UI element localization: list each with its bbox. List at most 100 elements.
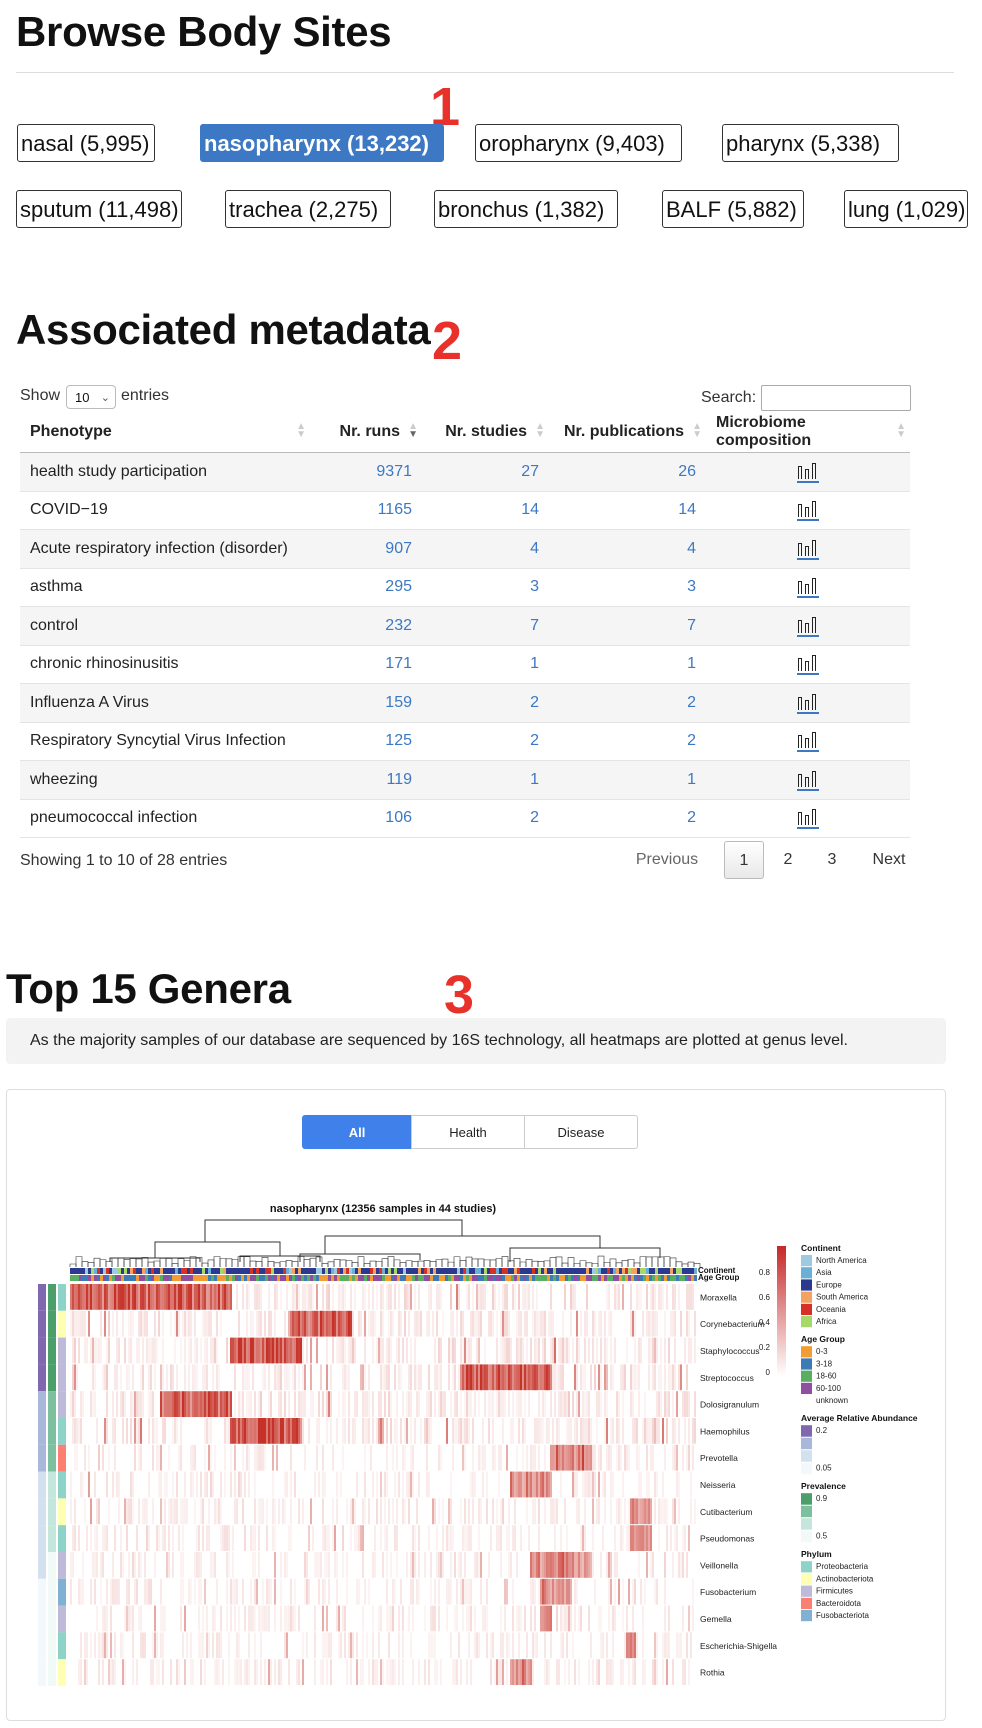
bar-chart-icon[interactable] bbox=[797, 692, 819, 714]
table-info: Showing 1 to 10 of 28 entries bbox=[20, 852, 228, 869]
table-row: health study participation 9371 27 26 bbox=[20, 452, 910, 492]
bar-chart-icon[interactable] bbox=[797, 730, 819, 753]
cell-composition bbox=[706, 568, 910, 607]
tab-all[interactable]: All bbox=[302, 1115, 412, 1149]
cell-phenotype: Acute respiratory infection (disorder) bbox=[20, 529, 310, 569]
cell-composition bbox=[706, 799, 910, 838]
site-button[interactable]: nasopharynx (13,232) bbox=[200, 124, 444, 162]
cell-publications[interactable]: 3 bbox=[549, 568, 706, 607]
cell-phenotype: control bbox=[20, 606, 310, 646]
entries-select[interactable]: 10 ⌄ bbox=[66, 385, 116, 409]
site-button[interactable]: bronchus (1,382) bbox=[434, 190, 618, 228]
cell-runs[interactable]: 9371 bbox=[310, 452, 422, 492]
cell-runs[interactable]: 907 bbox=[310, 529, 422, 569]
cell-runs[interactable]: 159 bbox=[310, 683, 422, 723]
cell-runs[interactable]: 119 bbox=[310, 760, 422, 800]
previous-button[interactable]: Previous bbox=[635, 851, 699, 868]
cell-studies[interactable]: 7 bbox=[422, 606, 549, 646]
bar-chart-icon[interactable] bbox=[797, 653, 819, 676]
col-runs[interactable]: Nr. runs ▲ ▼ bbox=[310, 412, 422, 453]
cell-phenotype: COVID−19 bbox=[20, 491, 310, 530]
table-row: COVID−19 1165 14 14 bbox=[20, 491, 910, 530]
col-phenotype[interactable]: Phenotype ▲ ▼ bbox=[20, 412, 310, 453]
site-button[interactable]: sputum (11,498) bbox=[16, 190, 182, 228]
cell-studies[interactable]: 2 bbox=[422, 683, 549, 723]
cell-studies[interactable]: 2 bbox=[422, 722, 549, 761]
cell-composition bbox=[706, 606, 910, 646]
bar-chart-icon[interactable] bbox=[797, 461, 819, 483]
cell-composition bbox=[706, 683, 910, 723]
cell-publications[interactable]: 1 bbox=[549, 645, 706, 684]
cell-studies[interactable]: 1 bbox=[422, 645, 549, 684]
site-button[interactable]: nasal (5,995) bbox=[17, 124, 155, 162]
browse-title: Browse Body Sites bbox=[16, 8, 392, 55]
cell-runs[interactable]: 171 bbox=[310, 645, 422, 684]
cell-publications[interactable]: 2 bbox=[549, 722, 706, 761]
heatmap-panel bbox=[6, 1089, 946, 1721]
sort-icon: ▲ ▼ bbox=[692, 421, 702, 440]
bar-chart-icon[interactable] bbox=[797, 769, 819, 791]
cell-composition bbox=[706, 529, 910, 569]
site-button[interactable]: lung (1,029) bbox=[844, 190, 968, 228]
metadata-title: Associated metadata bbox=[16, 306, 431, 353]
table-row: wheezing 119 1 1 bbox=[20, 760, 910, 800]
cell-studies[interactable]: 14 bbox=[422, 491, 549, 530]
show-label: Show bbox=[20, 387, 61, 404]
page-3-button[interactable]: 3 bbox=[827, 851, 837, 868]
cell-phenotype: pneumococcal infection bbox=[20, 799, 310, 838]
table-row: chronic rhinosinusitis 171 1 1 bbox=[20, 645, 910, 684]
cell-studies[interactable]: 2 bbox=[422, 799, 549, 838]
next-button[interactable]: Next bbox=[872, 851, 906, 868]
sort-icon: ▲ ▼ bbox=[535, 421, 545, 440]
search-input[interactable] bbox=[761, 385, 911, 411]
cell-composition bbox=[706, 722, 910, 761]
bar-chart-icon[interactable] bbox=[797, 538, 819, 560]
entries-label: entries bbox=[121, 387, 170, 404]
cell-runs[interactable]: 1165 bbox=[310, 491, 422, 530]
entries-value: 10 bbox=[75, 390, 90, 405]
title-divider bbox=[16, 72, 954, 73]
chevron-down-icon: ⌄ bbox=[100, 392, 110, 404]
col-composition[interactable]: Microbiome composition ▲ ▼ bbox=[706, 412, 910, 453]
tab-disease[interactable]: Disease bbox=[524, 1115, 638, 1149]
site-button[interactable]: oropharynx (9,403) bbox=[475, 124, 682, 162]
cell-studies[interactable]: 3 bbox=[422, 568, 549, 607]
cell-publications[interactable]: 14 bbox=[549, 491, 706, 530]
page-2-button[interactable]: 2 bbox=[783, 851, 793, 868]
cell-runs[interactable]: 125 bbox=[310, 722, 422, 761]
technology-note: As the majority samples of our database … bbox=[6, 1018, 946, 1064]
sort-icon: ▲ ▼ bbox=[296, 421, 306, 440]
cell-composition bbox=[706, 645, 910, 684]
bar-chart-icon[interactable] bbox=[797, 576, 819, 599]
cell-publications[interactable]: 2 bbox=[549, 683, 706, 723]
cell-runs[interactable]: 106 bbox=[310, 799, 422, 838]
page-1-button[interactable]: 1 bbox=[724, 841, 764, 879]
site-button[interactable]: trachea (2,275) bbox=[225, 190, 391, 228]
cell-publications[interactable]: 7 bbox=[549, 606, 706, 646]
col-publications[interactable]: Nr. publications ▲ ▼ bbox=[549, 412, 706, 453]
cell-runs[interactable]: 232 bbox=[310, 606, 422, 646]
cell-publications[interactable]: 4 bbox=[549, 529, 706, 569]
cell-studies[interactable]: 27 bbox=[422, 452, 549, 492]
bar-chart-icon[interactable] bbox=[797, 615, 819, 637]
tab-health[interactable]: Health bbox=[411, 1115, 525, 1149]
metadata-table: Phenotype ▲ ▼ Nr. runs ▲ ▼ Nr. studies ▲ ▼ Nr.… bbox=[20, 412, 910, 838]
cell-studies[interactable]: 4 bbox=[422, 529, 549, 569]
sort-icon: ▲ ▼ bbox=[896, 421, 906, 440]
bar-chart-icon[interactable] bbox=[797, 499, 819, 522]
cell-publications[interactable]: 26 bbox=[549, 452, 706, 492]
search-label: Search: bbox=[701, 389, 757, 406]
table-row: Influenza A Virus 159 2 2 bbox=[20, 683, 910, 723]
table-row: control 232 7 7 bbox=[20, 606, 910, 646]
bar-chart-icon[interactable] bbox=[797, 807, 819, 830]
site-button[interactable]: BALF (5,882) bbox=[662, 190, 804, 228]
marker-2: 2 bbox=[432, 311, 463, 371]
sort-desc-icon: ▲ ▼ bbox=[408, 421, 418, 440]
site-button[interactable]: pharynx (5,338) bbox=[722, 124, 899, 162]
cell-studies[interactable]: 1 bbox=[422, 760, 549, 800]
cell-publications[interactable]: 2 bbox=[549, 799, 706, 838]
col-studies[interactable]: Nr. studies ▲ ▼ bbox=[422, 412, 549, 453]
cell-publications[interactable]: 1 bbox=[549, 760, 706, 800]
cell-runs[interactable]: 295 bbox=[310, 568, 422, 607]
cell-phenotype: wheezing bbox=[20, 760, 310, 800]
